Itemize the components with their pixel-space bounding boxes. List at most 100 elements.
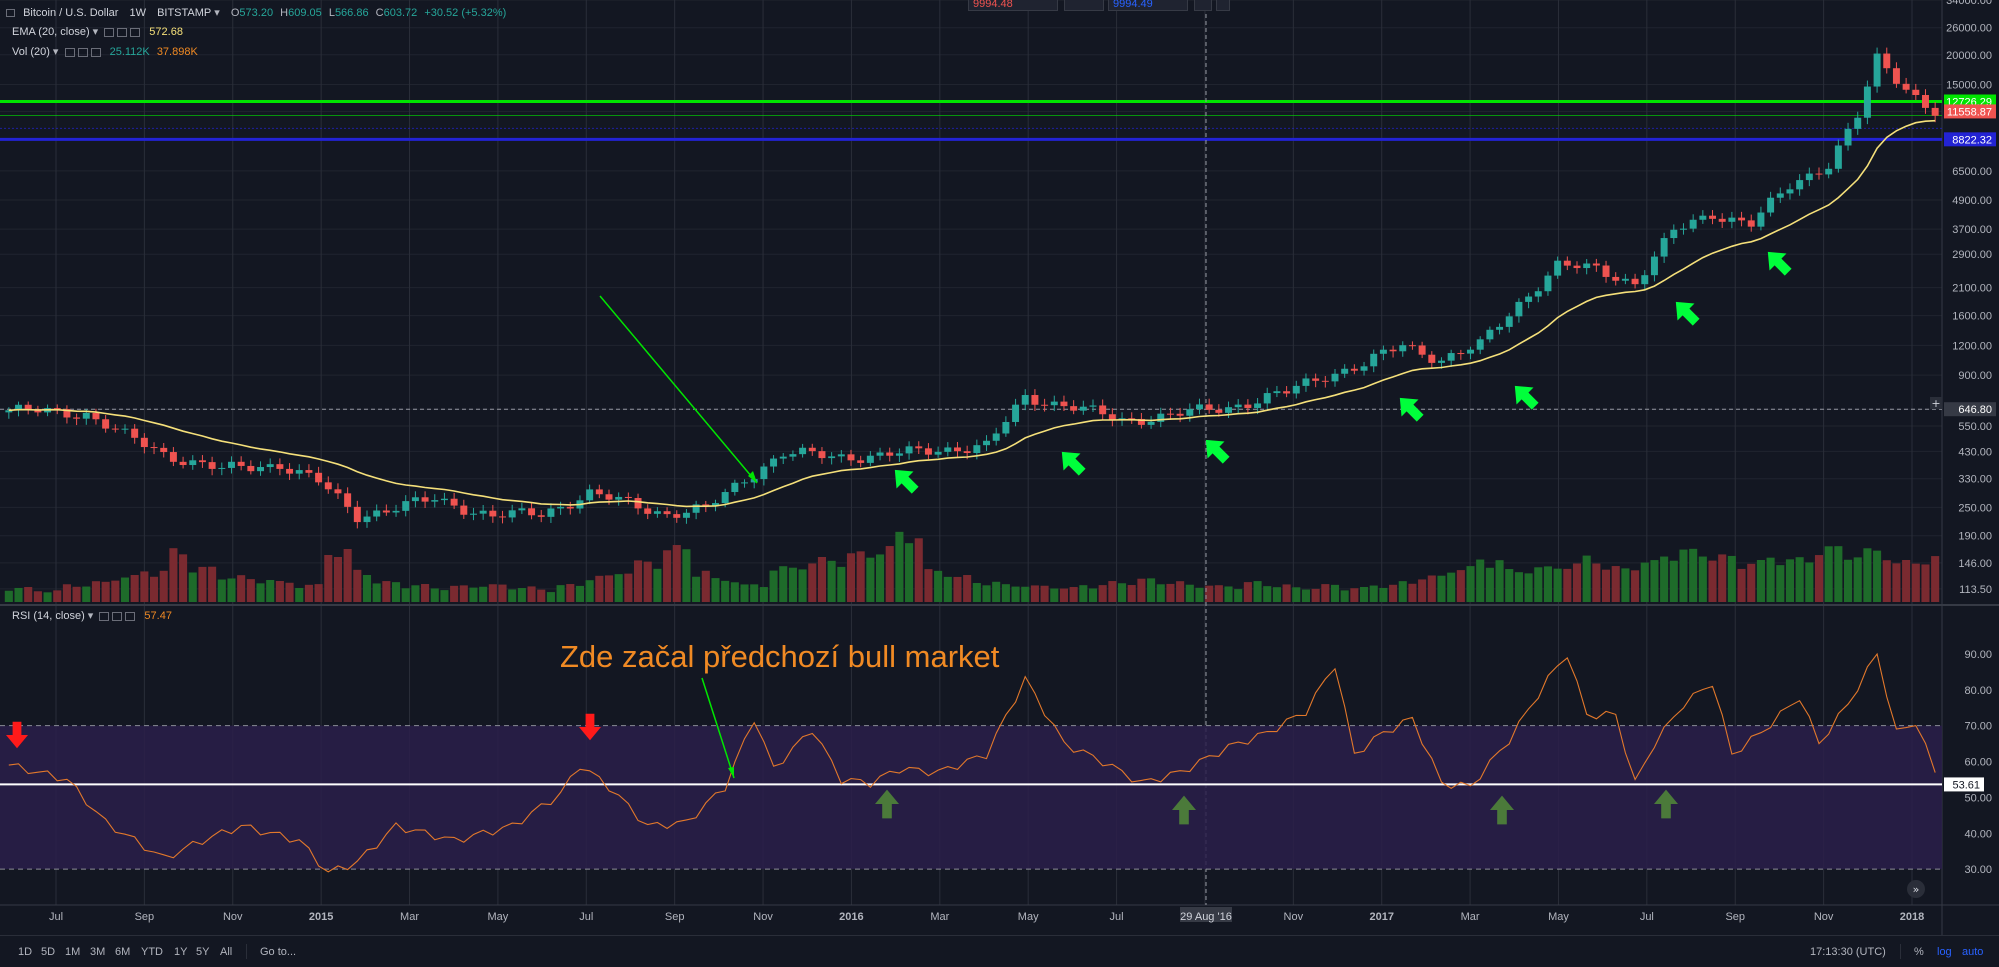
volume-bar — [1234, 589, 1243, 602]
symbol-name[interactable]: Bitcoin / U.S. Dollar — [23, 7, 119, 19]
candle-body — [1660, 238, 1668, 257]
rsi-label[interactable]: RSI (14, close) — [12, 610, 85, 622]
chevron-down-icon[interactable]: ▾ — [87, 610, 94, 622]
sell-price-button[interactable]: 9994.48 — [968, 0, 1058, 11]
candle-body — [1467, 349, 1475, 354]
gear-icon[interactable] — [117, 27, 128, 37]
candle-body — [1892, 68, 1900, 84]
candle-body — [760, 466, 768, 480]
candle-body — [1650, 256, 1658, 276]
volume-bar — [1621, 568, 1630, 602]
time-tick-label: 2016 — [839, 911, 863, 923]
candle-body — [1805, 173, 1813, 181]
timeframe-1m[interactable]: 1M — [65, 946, 81, 958]
clock[interactable]: 17:13:30 (UTC) — [1810, 946, 1886, 958]
price-badge-label: 8822.32 — [1952, 134, 1992, 146]
timeframe-1d[interactable]: 1D — [18, 946, 33, 958]
minimize-icon[interactable] — [1216, 0, 1230, 11]
volume-bar — [411, 585, 420, 602]
candle-body — [547, 508, 555, 517]
volume-bar — [1059, 588, 1068, 602]
time-tick-label: Nov — [223, 911, 243, 923]
chevron-down-icon[interactable]: ▾ — [214, 7, 220, 19]
chevron-down-icon[interactable]: ▾ — [52, 46, 59, 58]
timeframe-6m[interactable]: 6M — [115, 946, 131, 958]
volume-bar — [111, 580, 120, 602]
price-badge — [1944, 132, 1996, 147]
vol-label[interactable]: Vol (20) — [12, 46, 50, 58]
interval-label[interactable]: 1W — [129, 7, 147, 19]
volume-bar — [1389, 584, 1398, 602]
time-tick-label: May — [488, 911, 509, 923]
log-toggle[interactable]: log — [1937, 946, 1952, 958]
vol-value-2: 37.898K — [156, 46, 198, 58]
volume-bar — [1679, 549, 1688, 602]
volume-bar — [33, 591, 42, 602]
percent-toggle[interactable]: % — [1914, 946, 1924, 958]
volume-bar — [440, 590, 449, 602]
exchange-label[interactable]: BITSTAMP — [157, 7, 212, 19]
close-icon[interactable] — [130, 27, 141, 37]
candle-body — [779, 456, 787, 459]
volume-bar — [43, 592, 52, 602]
close-icon[interactable] — [125, 611, 136, 621]
volume-bar — [459, 585, 468, 602]
rsi-tick-label: 50.00 — [1964, 792, 1992, 804]
candle-body — [140, 437, 148, 448]
timeframe-all[interactable]: All — [220, 946, 233, 958]
legend-menu-icon[interactable] — [6, 9, 15, 18]
volume-bar — [1176, 581, 1185, 602]
timeframe-5d[interactable]: 5D — [41, 946, 56, 958]
volume-bar — [392, 582, 401, 602]
candle-body — [1079, 406, 1087, 411]
volume-bar — [1108, 581, 1117, 602]
candle-body — [1670, 229, 1678, 239]
timeframe-1y[interactable]: 1Y — [174, 946, 188, 958]
auto-toggle[interactable]: auto — [1962, 946, 1984, 958]
gear-icon[interactable] — [77, 47, 88, 57]
buy-price-button[interactable]: 9994.49 — [1108, 0, 1188, 11]
candle-body — [489, 510, 497, 517]
candle-body — [111, 428, 119, 430]
candle-body — [1679, 228, 1687, 230]
volume-bar — [1098, 585, 1107, 602]
time-tick-label: Nov — [1814, 911, 1834, 923]
order-icon[interactable] — [1194, 0, 1212, 11]
goto-button[interactable]: Go to... — [260, 946, 297, 958]
volume-bar — [421, 584, 430, 602]
ema-label[interactable]: EMA (20, close) — [12, 26, 90, 38]
time-tick-label: Nov — [1284, 911, 1304, 923]
candle-body — [1757, 212, 1765, 227]
volume-bar — [1311, 588, 1320, 602]
timeframe-3m[interactable]: 3M — [90, 946, 106, 958]
candle-body — [1747, 220, 1755, 227]
red-arrow-icon — [6, 721, 28, 749]
candle-body — [499, 516, 507, 518]
chevron-down-icon[interactable]: ▾ — [92, 26, 99, 38]
close-icon[interactable] — [90, 47, 101, 57]
volume-bar — [1911, 563, 1920, 602]
eye-icon[interactable] — [104, 27, 115, 37]
eye-icon[interactable] — [99, 611, 110, 621]
volume-bar — [401, 588, 410, 602]
candle-body — [915, 446, 923, 449]
volume-bar — [140, 571, 149, 602]
timeframe-5y[interactable]: 5Y — [196, 946, 210, 958]
volume-bar — [1224, 586, 1233, 602]
volume-bar — [1572, 563, 1582, 602]
candle-body — [1883, 53, 1891, 69]
candle-body — [711, 503, 719, 506]
volume-bar — [672, 545, 681, 602]
volume-bar — [333, 557, 342, 602]
candle-body — [189, 460, 197, 466]
volume-bar — [914, 538, 923, 602]
volume-bar — [1166, 583, 1175, 602]
timeframe-ytd[interactable]: YTD — [141, 946, 163, 958]
dark-green-arrow-icon — [1490, 795, 1514, 825]
candle-body — [1525, 296, 1533, 302]
gear-icon[interactable] — [112, 611, 123, 621]
eye-icon[interactable] — [64, 47, 75, 57]
volume-bar — [972, 583, 981, 602]
candle-body — [324, 482, 332, 490]
